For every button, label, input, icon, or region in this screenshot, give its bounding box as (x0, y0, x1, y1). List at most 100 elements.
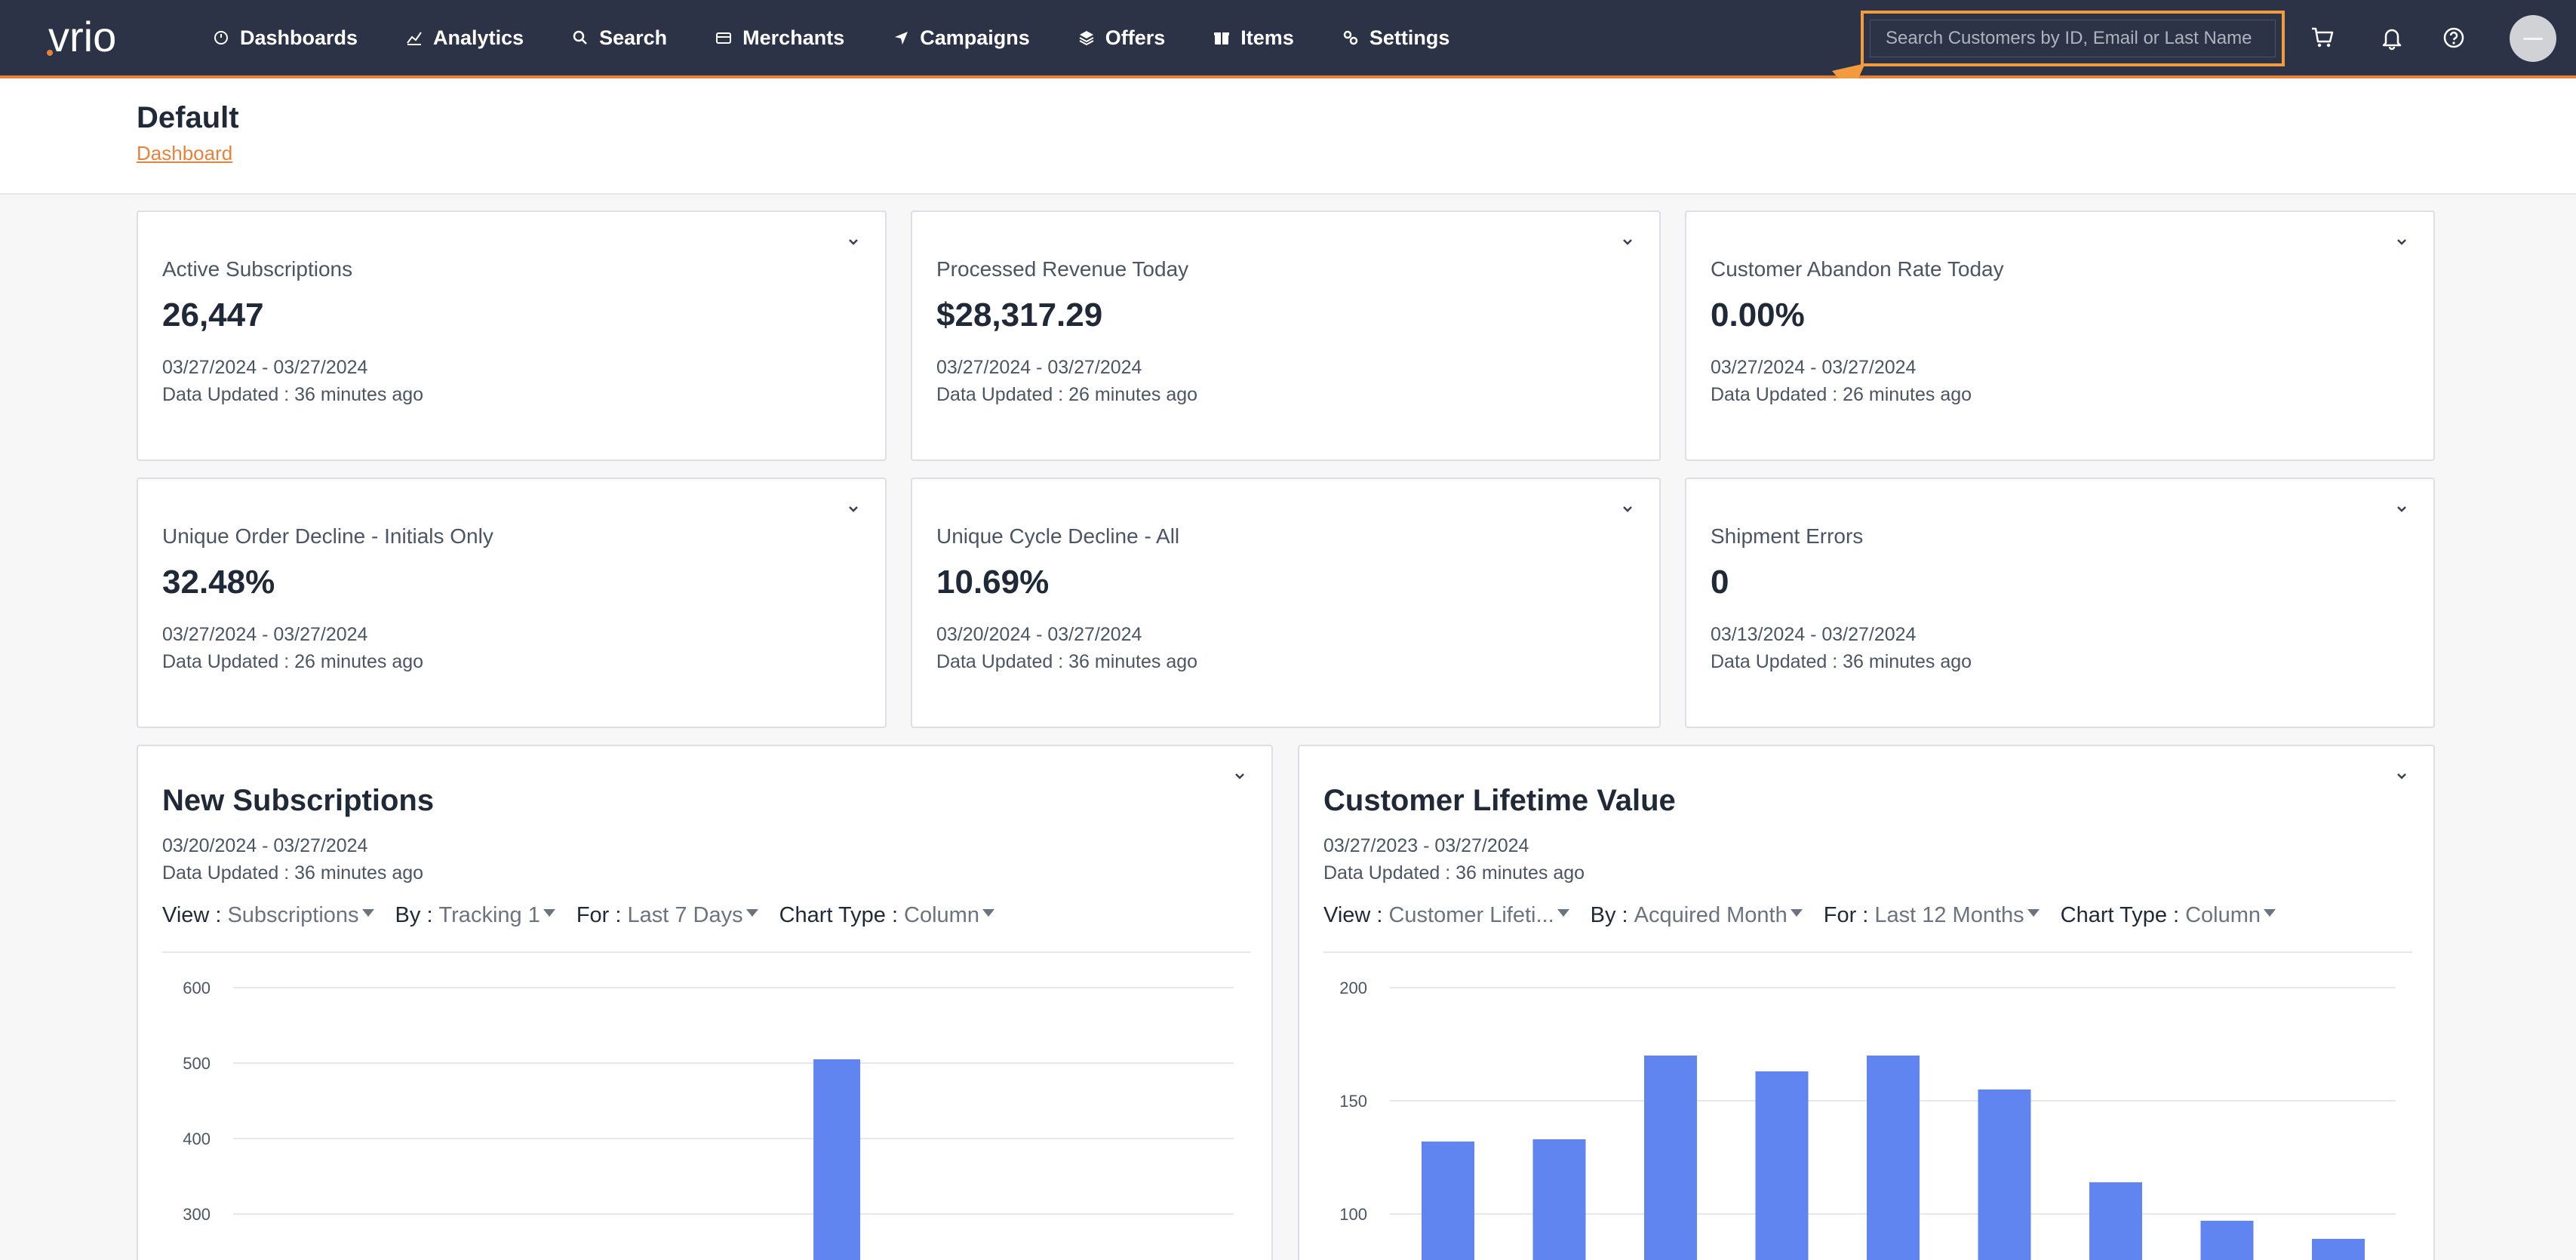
kpi-updated-text: Data Updated : 36 minutes ago (162, 384, 424, 405)
chart-bar[interactable] (1755, 1071, 1809, 1260)
divider (1323, 951, 2412, 953)
kpi-card: Shipment Errors 0 03/13/2024 - 03/27/2024 D… (1685, 478, 2435, 728)
chevron-down-icon[interactable] (843, 499, 864, 520)
caret-down-icon (2027, 908, 2040, 917)
kpi-updated-text: Data Updated : 36 minutes ago (936, 651, 1198, 672)
y-tick-label: 100 (1339, 1205, 1367, 1224)
chevron-down-icon[interactable] (1229, 766, 1250, 787)
settings-icon (1342, 29, 1359, 46)
by-select-value: Tracking 1 (438, 903, 540, 927)
top-navigation-bar: vrio Dashboards Analytics Search (0, 0, 2576, 78)
chart-bar[interactable] (2089, 1182, 2142, 1260)
chart-controls: View : Customer Lifeti... By : Acquired Mo… (1323, 903, 2297, 928)
nav-item-campaigns[interactable]: Campaigns (893, 26, 1030, 50)
view-select-value: Customer Lifeti... (1388, 903, 1554, 927)
offers-icon (1078, 29, 1095, 46)
kpi-date-range: 03/13/2024 - 03/27/2024 (1711, 624, 1917, 645)
user-avatar[interactable] (2510, 15, 2556, 62)
campaigns-icon (893, 29, 909, 46)
kpi-updated-text: Data Updated : 26 minutes ago (1711, 384, 1972, 405)
merchants-icon (715, 29, 732, 46)
caret-down-icon (1557, 908, 1569, 917)
page-header: Default Dashboard (0, 78, 2576, 195)
kpi-value: 0 (1711, 564, 1729, 601)
chart-type-select-key: Chart Type : (2060, 903, 2180, 927)
kpi-date-range: 03/27/2024 - 03/27/2024 (936, 357, 1142, 378)
kpi-value: $28,317.29 (936, 297, 1103, 333)
notification-bell-icon[interactable] (2377, 23, 2407, 53)
view-select-key: View : (1323, 903, 1383, 927)
nav-item-label: Offers (1105, 26, 1166, 49)
chart-card-customer-lifetime-value: Customer Lifetime Value 03/27/2023 - 03/… (1298, 745, 2435, 1260)
kpi-label: Unique Order Decline - Initials Only (162, 524, 493, 548)
chart-controls: View : Subscriptions By : Tracking 1 For :… (162, 903, 1016, 928)
view-select[interactable]: View : Customer Lifeti... (1323, 903, 1569, 928)
view-select-value: Subscriptions (227, 903, 359, 927)
nav-item-label: Analytics (433, 26, 524, 49)
for-select[interactable]: For : Last 12 Months (1824, 903, 2040, 928)
chart-type-select-value: Column (2185, 903, 2261, 927)
y-tick-label: 400 (183, 1129, 211, 1148)
kpi-date-range: 03/27/2024 - 03/27/2024 (162, 357, 368, 378)
vrio-logo[interactable]: vrio (45, 13, 166, 62)
for-select[interactable]: For : Last 7 Days (576, 903, 758, 928)
chart-bar[interactable] (2312, 1239, 2365, 1260)
caret-down-icon (2264, 908, 2276, 917)
nav-item-label: Dashboards (240, 26, 358, 49)
nav-item-dashboards[interactable]: Dashboards (213, 26, 358, 50)
y-tick-label: 500 (183, 1054, 211, 1073)
kpi-card: Customer Abandon Rate Today 0.00% 03/27/20… (1685, 211, 2435, 461)
kpi-card: Unique Cycle Decline - All 10.69% 03/20/20… (911, 478, 1661, 728)
kpi-card: Processed Revenue Today $28,317.29 03/27/2… (911, 211, 1661, 461)
caret-down-icon (1790, 908, 1803, 917)
for-select-key: For : (1823, 903, 1869, 927)
chart-title: New Subscriptions (162, 784, 435, 817)
chart-date-range: 03/27/2023 - 03/27/2024 (1323, 835, 1529, 856)
chevron-down-icon[interactable] (1617, 232, 1638, 253)
nav-item-settings[interactable]: Settings (1342, 26, 1450, 50)
view-select[interactable]: View : Subscriptions (162, 903, 374, 928)
caret-down-icon (361, 908, 374, 917)
kpi-updated-text: Data Updated : 26 minutes ago (162, 651, 424, 672)
chart-bar[interactable] (1532, 1139, 1586, 1260)
chart-bar[interactable] (1978, 1089, 2031, 1260)
chevron-down-icon[interactable] (2391, 499, 2412, 520)
kpi-label: Customer Abandon Rate Today (1711, 257, 2004, 281)
chart-title: Customer Lifetime Value (1323, 784, 1676, 817)
kpi-date-range: 03/20/2024 - 03/27/2024 (936, 624, 1142, 645)
chart-bar[interactable] (1867, 1056, 1920, 1260)
cart-icon[interactable] (2307, 23, 2338, 53)
nav-item-analytics[interactable]: Analytics (406, 26, 524, 50)
nav-item-search[interactable]: Search (572, 26, 667, 50)
nav-item-items[interactable]: Items (1213, 26, 1294, 50)
caret-down-icon (982, 908, 994, 917)
chevron-down-icon[interactable] (2391, 232, 2412, 253)
help-icon[interactable] (2439, 23, 2469, 53)
by-select[interactable]: By : Tracking 1 (395, 903, 555, 928)
kpi-card: Unique Order Decline - Initials Only 32.4… (137, 478, 887, 728)
chart-type-select[interactable]: Chart Type : Column (779, 903, 994, 928)
nav-item-label: Campaigns (920, 26, 1030, 49)
kpi-label: Shipment Errors (1711, 524, 1864, 548)
kpi-label: Unique Cycle Decline - All (936, 524, 1180, 548)
customer-search-input[interactable] (1870, 20, 2276, 57)
search-icon (572, 29, 589, 46)
logo-mark: vrio (47, 13, 116, 60)
nav-item-label: Settings (1369, 26, 1450, 49)
nav-item-offers[interactable]: Offers (1078, 26, 1166, 50)
caret-down-icon (745, 908, 758, 917)
by-select-key: By : (1590, 903, 1628, 927)
chart-bar[interactable] (2200, 1221, 2254, 1260)
by-select[interactable]: By : Acquired Month (1591, 903, 1803, 928)
chevron-down-icon[interactable] (843, 232, 864, 253)
kpi-label: Processed Revenue Today (936, 257, 1189, 281)
nav-item-merchants[interactable]: Merchants (715, 26, 844, 50)
chart-type-select[interactable]: Chart Type : Column (2061, 903, 2276, 928)
chart-bar[interactable] (1422, 1142, 1474, 1260)
chart-bar[interactable] (813, 1059, 861, 1260)
chevron-down-icon[interactable] (1617, 499, 1638, 520)
breadcrumb-dashboard-link[interactable]: Dashboard (137, 142, 233, 164)
chevron-down-icon[interactable] (2391, 766, 2412, 787)
chart-bar[interactable] (1644, 1056, 1697, 1260)
kpi-updated-text: Data Updated : 26 minutes ago (936, 384, 1198, 405)
